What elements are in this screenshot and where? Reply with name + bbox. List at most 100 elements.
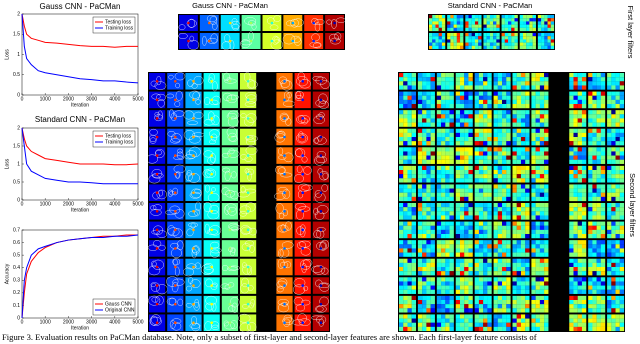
filter-pixel xyxy=(475,240,479,244)
gauss-dot xyxy=(320,284,323,287)
filter-pixel xyxy=(429,15,432,18)
filter-pixel xyxy=(620,100,624,104)
y-tick-label: 0.4 xyxy=(13,265,20,271)
filter-pixel xyxy=(578,226,582,230)
filter-pixel xyxy=(412,160,416,164)
filter-pixel xyxy=(588,147,592,151)
filter-pixel xyxy=(464,189,468,193)
filter-pixel xyxy=(431,178,435,182)
filter-pixel xyxy=(407,230,411,234)
filter-pixel xyxy=(483,240,487,244)
filter-pixel xyxy=(536,85,540,89)
filter-pixel xyxy=(403,100,407,104)
filter-pixel xyxy=(498,300,502,304)
filter-pixel xyxy=(578,319,582,323)
filter-pixel xyxy=(475,300,479,304)
filter-pixel xyxy=(483,253,487,257)
filter-pixel xyxy=(544,207,548,211)
filter-pixel xyxy=(431,100,435,104)
gauss-dot xyxy=(174,136,177,139)
filter-pixel xyxy=(601,123,605,127)
filter-pixel xyxy=(399,234,403,238)
filter-pixel xyxy=(494,100,498,104)
filter-pixel xyxy=(487,39,490,42)
filter-pixel xyxy=(447,43,450,46)
gauss-dot xyxy=(210,284,213,287)
filter-pixel xyxy=(607,141,611,145)
filter-pixel xyxy=(468,327,472,331)
filter-pixel xyxy=(506,81,510,85)
filter-pixel xyxy=(569,253,573,257)
filter-pixel xyxy=(536,277,540,281)
filter-pixel xyxy=(403,234,407,238)
filter-pixel xyxy=(502,151,506,155)
filter-pixel xyxy=(506,259,510,263)
x-tick-label: 4000 xyxy=(109,96,120,102)
filter-pixel xyxy=(529,15,532,18)
filter-pixel xyxy=(531,184,535,188)
filter-pixel xyxy=(442,21,445,24)
filter-pixel xyxy=(592,151,596,155)
filter-pixel xyxy=(475,189,479,193)
filter-pixel xyxy=(498,248,502,252)
filter-pixel xyxy=(578,222,582,226)
filter-pixel xyxy=(450,39,453,42)
filter-pixel xyxy=(437,156,441,160)
filter-pixel xyxy=(578,81,582,85)
gauss-dot xyxy=(283,247,286,250)
filter-pixel xyxy=(573,189,577,193)
filter-pixel xyxy=(525,147,529,151)
filter-pixel xyxy=(464,300,468,304)
filter-pixel xyxy=(422,170,426,174)
filter-pixel xyxy=(529,25,532,28)
filter-pixel xyxy=(536,110,540,114)
filter-pixel xyxy=(540,271,544,275)
filter-pixel xyxy=(460,151,464,155)
filter-pixel xyxy=(399,118,403,122)
filter-pixel xyxy=(487,271,491,275)
filter-pixel xyxy=(445,304,449,308)
filter-pixel xyxy=(506,96,510,100)
filter-pixel xyxy=(469,28,472,31)
filter-pixel xyxy=(531,193,535,197)
filter-pixel xyxy=(399,178,403,182)
filter-pixel xyxy=(403,230,407,234)
filter-pixel xyxy=(464,123,468,127)
filter-pixel xyxy=(611,166,615,170)
filter-pixel xyxy=(505,18,508,21)
filter-pixel xyxy=(460,203,464,207)
filter-pixel xyxy=(478,15,481,18)
filter-pixel xyxy=(399,137,403,141)
filter-pixel xyxy=(569,129,573,133)
filter-pixel xyxy=(597,129,601,133)
filter-pixel xyxy=(464,259,468,263)
filter-pixel xyxy=(450,18,453,21)
filter-pixel xyxy=(597,215,601,219)
filter-pixel xyxy=(531,129,535,133)
filter-pixel xyxy=(412,226,416,230)
filter-pixel xyxy=(582,222,586,226)
filter-pixel xyxy=(502,85,506,89)
filter-pixel xyxy=(582,319,586,323)
filter-pixel xyxy=(517,166,521,170)
filter-pixel xyxy=(536,81,540,85)
filter-pixel xyxy=(465,46,468,49)
filter-pixel xyxy=(502,133,506,137)
gauss-dot xyxy=(192,229,195,232)
filter-pixel xyxy=(460,28,463,31)
filter-pixel xyxy=(422,244,426,248)
filter-pixel xyxy=(475,226,479,230)
filter-pixel xyxy=(418,184,422,188)
gauss-dot xyxy=(333,40,336,43)
filter-pixel xyxy=(475,207,479,211)
filter-pixel xyxy=(475,234,479,238)
filter-pixel xyxy=(607,314,611,318)
filter-pixel xyxy=(468,277,472,281)
filter-pixel xyxy=(422,73,426,77)
filter-pixel xyxy=(431,166,435,170)
filter-pixel xyxy=(483,215,487,219)
filter-pixel xyxy=(521,271,525,275)
filter-pixel xyxy=(456,215,460,219)
filter-pixel xyxy=(502,166,506,170)
filter-pixel xyxy=(523,46,526,49)
